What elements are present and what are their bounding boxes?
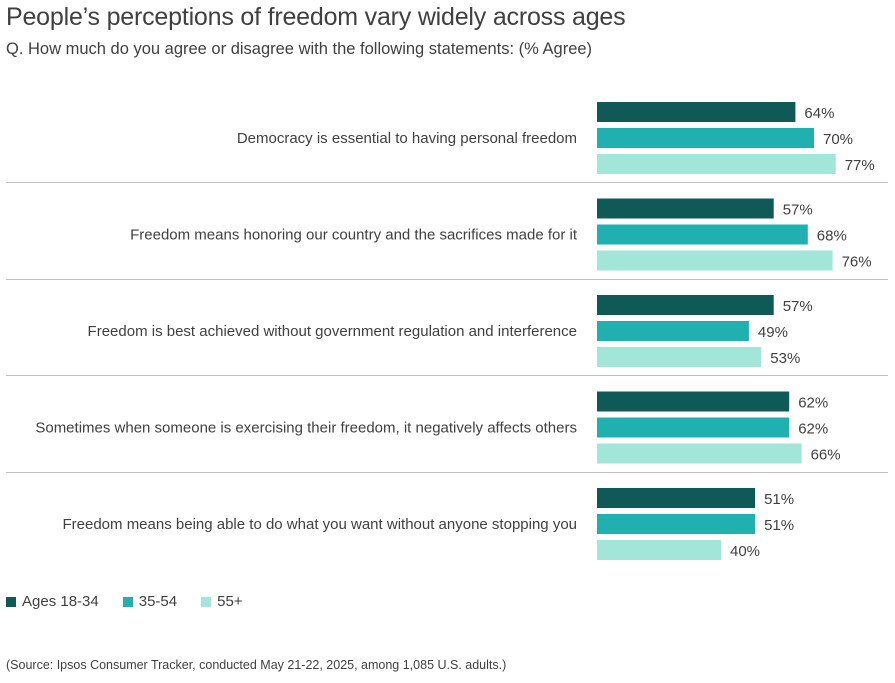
bar: [597, 443, 802, 464]
category-group: Freedom is best achieved without governm…: [88, 295, 813, 367]
bar: [597, 391, 790, 412]
bar: [597, 154, 836, 174]
legend-item-ages-18-34: Ages 18-34: [6, 593, 99, 610]
category-label: Sometimes when someone is exercising the…: [35, 420, 577, 437]
bar: [597, 198, 774, 219]
category-label: Freedom means being able to do what you …: [63, 516, 578, 533]
legend-item-35-54: 35-54: [122, 593, 178, 610]
legend-swatch-35-54: [122, 596, 133, 607]
data-label: 68%: [817, 228, 847, 245]
legend-label: 55+: [217, 593, 243, 610]
bar: [597, 250, 833, 271]
chart-subtitle: Q. How much do you agree or disagree wit…: [6, 40, 593, 58]
legend-swatch-ages-18-34: [6, 596, 16, 607]
bar: [597, 224, 808, 245]
bar: [597, 128, 814, 148]
data-label: 77%: [845, 157, 875, 174]
bar: [597, 417, 790, 438]
bar: [597, 488, 756, 508]
data-label: 64%: [804, 105, 834, 122]
category-group: Sometimes when someone is exercising the…: [35, 391, 841, 464]
source-note: (Source: Ipsos Consumer Tracker, conduct…: [6, 658, 507, 672]
category-group: Freedom means honoring our country and t…: [130, 198, 872, 271]
chart-title: People’s perceptions of freedom vary wid…: [6, 3, 626, 31]
data-label: 57%: [783, 202, 813, 219]
category-group: Democracy is essential to having persona…: [237, 102, 875, 174]
legend-label: 35-54: [138, 593, 178, 610]
data-label: 53%: [770, 350, 800, 367]
legend-swatch-55-plus: [201, 596, 212, 607]
data-label: 62%: [798, 421, 828, 438]
legend: Ages 18-34 35-54 55+: [6, 593, 267, 610]
legend-label: Ages 18-34: [22, 593, 99, 610]
category-label: Freedom is best achieved without governm…: [88, 323, 577, 340]
bar-chart: Democracy is essential to having persona…: [6, 102, 888, 560]
bar: [597, 295, 774, 315]
data-label: 40%: [730, 543, 760, 560]
category-label: Freedom means honoring our country and t…: [130, 227, 578, 244]
bar: [597, 514, 756, 534]
bar: [597, 102, 796, 122]
category-label: Democracy is essential to having persona…: [237, 130, 577, 147]
bar: [597, 321, 749, 341]
category-group: Freedom means being able to do what you …: [63, 488, 794, 560]
data-label: 51%: [764, 491, 794, 508]
data-label: 62%: [798, 395, 828, 412]
data-label: 76%: [842, 254, 872, 271]
data-label: 49%: [758, 324, 788, 341]
data-label: 66%: [811, 447, 841, 464]
data-label: 51%: [764, 517, 794, 534]
bar: [597, 347, 762, 367]
bar: [597, 540, 721, 560]
legend-item-55-plus: 55+: [201, 593, 243, 610]
data-label: 57%: [783, 298, 813, 315]
data-label: 70%: [823, 131, 853, 148]
